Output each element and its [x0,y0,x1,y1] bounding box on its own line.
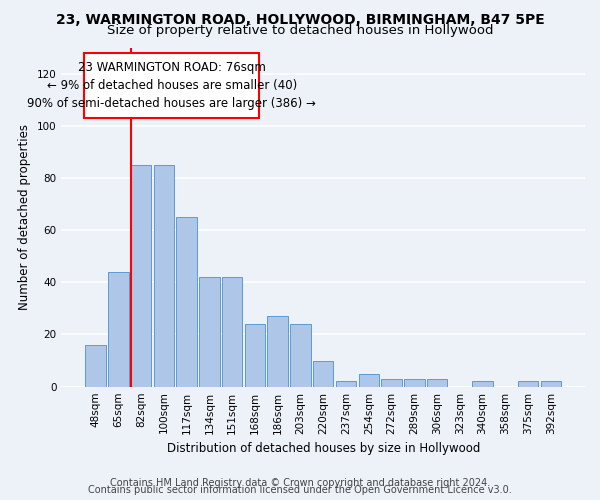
Text: Contains HM Land Registry data © Crown copyright and database right 2024.: Contains HM Land Registry data © Crown c… [110,478,490,488]
Bar [518,382,538,386]
Bar [336,382,356,386]
Bar [131,165,151,386]
Bar [313,360,334,386]
Bar [427,379,448,386]
Bar [85,345,106,387]
Text: Size of property relative to detached houses in Hollywood: Size of property relative to detached ho… [107,24,493,37]
Bar [404,379,425,386]
Bar [472,382,493,386]
X-axis label: Distribution of detached houses by size in Hollywood: Distribution of detached houses by size … [167,442,480,455]
Y-axis label: Number of detached properties: Number of detached properties [18,124,31,310]
Bar [199,277,220,386]
Text: 23 WARMINGTON ROAD: 76sqm
← 9% of detached houses are smaller (40)
90% of semi-d: 23 WARMINGTON ROAD: 76sqm ← 9% of detach… [28,61,316,110]
Bar [290,324,311,386]
Bar [245,324,265,386]
Text: 23, WARMINGTON ROAD, HOLLYWOOD, BIRMINGHAM, B47 5PE: 23, WARMINGTON ROAD, HOLLYWOOD, BIRMINGH… [56,12,544,26]
Bar [541,382,561,386]
Bar [176,217,197,386]
Bar [154,165,174,386]
Bar [108,272,128,386]
Bar [268,316,288,386]
Bar [381,379,402,386]
Bar [359,374,379,386]
Bar [222,277,242,386]
Text: Contains public sector information licensed under the Open Government Licence v3: Contains public sector information licen… [88,485,512,495]
FancyBboxPatch shape [84,52,259,118]
